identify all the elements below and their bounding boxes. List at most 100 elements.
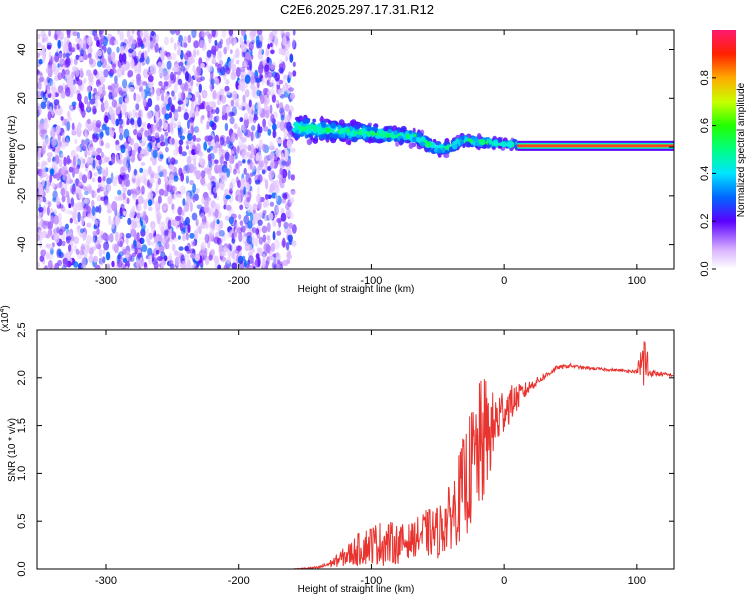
heatmap-cell: [93, 255, 98, 263]
heatmap-cell: [326, 127, 331, 133]
heatmap-cell: [93, 172, 98, 177]
heatmap-cell: [235, 176, 239, 184]
heatmap-cell: [136, 73, 141, 82]
heatmap-cell: [73, 104, 76, 110]
heatmap-cell: [80, 218, 85, 226]
heatmap-cell: [171, 243, 176, 252]
heatmap-cell: [223, 246, 227, 254]
heatmap-cell: [103, 241, 110, 251]
heatmap-cell: [139, 167, 144, 173]
heatmap-cell: [225, 194, 231, 200]
y-tick-label: 1.0: [16, 466, 28, 481]
snr-ticks: -300 -200 -100 0 100 0.0 0.5 1.0 1.5 2.0 2.5: [16, 322, 674, 587]
heatmap-cell: [73, 209, 78, 217]
heatmap-cell: [196, 143, 201, 152]
heatmap-cell: [38, 76, 45, 83]
heatmap-cell: [58, 58, 64, 65]
heatmap-cell: [210, 78, 215, 86]
heatmap-cell: [84, 190, 89, 196]
heatmap-cell: [38, 203, 42, 213]
heatmap-cell: [126, 30, 131, 38]
heatmap-cell: [243, 167, 247, 175]
heatmap-cell: [166, 60, 172, 70]
heatmap-cell: [278, 47, 284, 55]
heatmap-cell: [102, 176, 106, 182]
heatmap-cell: [44, 36, 49, 43]
heatmap-cell: [255, 153, 260, 162]
heatmap-cell: [231, 69, 236, 78]
heatmap-cell: [98, 204, 102, 214]
heatmap-cell: [208, 145, 214, 151]
heatmap-cell: [125, 149, 130, 158]
heatmap-cell: [243, 60, 248, 68]
heatmap-cell: [106, 177, 112, 185]
y-tick-label: 40: [16, 43, 28, 55]
heatmap-cell: [327, 119, 332, 125]
heatmap-cell: [235, 162, 239, 170]
heatmap-cell: [96, 147, 103, 154]
heatmap-cell: [67, 75, 73, 86]
heatmap-cell: [214, 39, 218, 46]
heatmap-cell: [83, 54, 88, 61]
heatmap-cell: [225, 79, 230, 85]
heatmap-cell: [227, 243, 232, 250]
heatmap-cell: [338, 119, 345, 126]
heatmap-cell: [90, 73, 95, 82]
heatmap-cell: [147, 111, 154, 119]
heatmap-cell: [383, 126, 389, 132]
heatmap-cell: [272, 123, 277, 131]
heatmap-cell: [38, 58, 43, 65]
heatmap-cell: [133, 128, 138, 136]
heatmap-cell: [128, 135, 132, 143]
heatmap-cell: [268, 212, 274, 221]
heatmap-cell: [277, 89, 282, 97]
heatmap-cell: [142, 168, 149, 178]
heatmap-cell: [49, 247, 54, 256]
heatmap-cell: [80, 243, 85, 251]
heatmap-cell: [306, 138, 312, 146]
heatmap-cell: [82, 210, 87, 218]
heatmap-cell: [388, 130, 393, 134]
heatmap-cell: [270, 161, 274, 169]
heatmap-cell: [46, 76, 50, 83]
heatmap-cell: [177, 193, 182, 198]
heatmap-cell: [233, 232, 237, 237]
heatmap-cell: [37, 106, 42, 116]
heatmap-cell: [94, 239, 101, 249]
heatmap-cell: [133, 217, 140, 224]
heatmap-cell: [110, 51, 116, 62]
heatmap-cell: [282, 36, 287, 46]
heatmap-cell: [258, 160, 264, 168]
x-tick-label: 0: [501, 575, 507, 587]
heatmap-cell: [64, 63, 70, 68]
heatmap-cell: [190, 57, 196, 64]
heatmap-cell: [231, 132, 236, 143]
heatmap-cell: [41, 169, 47, 178]
heatmap-cell: [195, 170, 202, 180]
heatmap-cell: [249, 35, 256, 41]
heatmap-cell: [66, 110, 71, 118]
heatmap-cell: [141, 121, 147, 127]
heatmap-cell: [184, 82, 189, 92]
heatmap-cell: [73, 244, 78, 252]
heatmap-cell: [96, 40, 100, 47]
heatmap-cell: [133, 168, 137, 176]
heatmap-cell: [156, 215, 161, 225]
x-tick-label: -200: [228, 275, 250, 287]
heatmap-cell: [165, 146, 169, 153]
heatmap-cell: [203, 204, 210, 214]
heatmap-cell: [41, 163, 46, 172]
heatmap-cell: [247, 116, 253, 124]
heatmap-cell: [168, 252, 172, 261]
heatmap-cell: [134, 119, 138, 130]
heatmap-cell: [85, 204, 91, 215]
heatmap-cell: [263, 126, 269, 132]
heatmap-cell: [72, 202, 78, 213]
heatmap-cell: [437, 153, 442, 158]
heatmap-cell: [292, 30, 296, 36]
heatmap-cell: [147, 97, 153, 108]
heatmap-cell: [213, 186, 219, 194]
heatmap-cell: [185, 232, 189, 241]
heatmap-cell: [300, 131, 307, 136]
heatmap-cell: [131, 79, 135, 86]
